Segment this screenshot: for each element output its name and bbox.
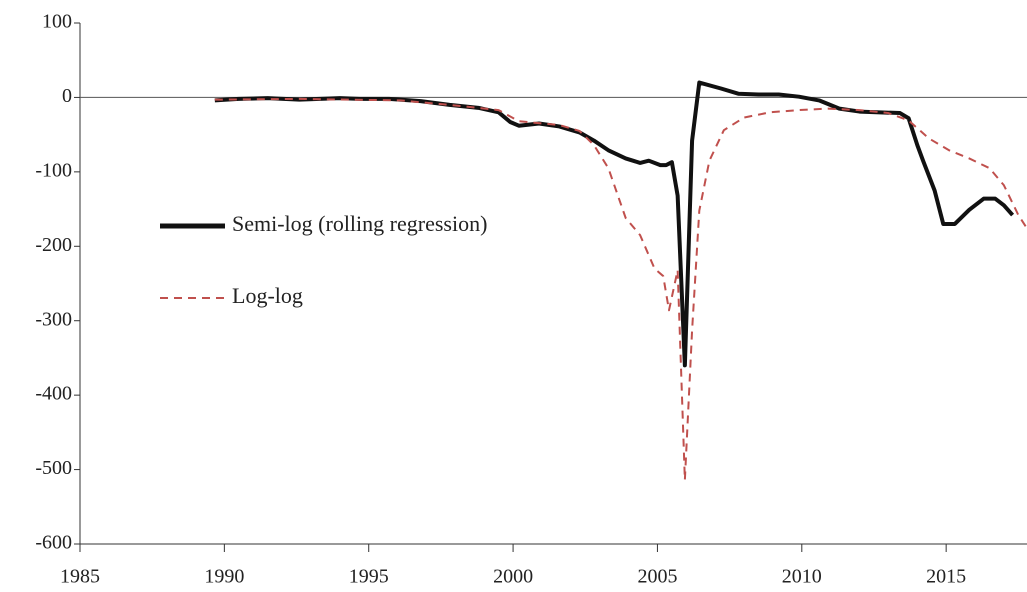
series-line [214,97,1027,481]
x-tick-label: 2000 [493,566,533,588]
y-tick-label: -300 [35,308,72,330]
x-tick-label: 2015 [926,566,966,588]
y-tick-label: -200 [35,234,72,256]
x-tick-label: 2005 [637,566,677,588]
y-tick-label: -400 [35,383,72,405]
legend-label: Log-log [232,283,303,308]
y-tick-label: 0 [62,85,72,107]
x-tick-label: 1995 [349,566,389,588]
x-tick-label: 2010 [782,566,822,588]
y-tick-label: -500 [35,457,72,479]
y-tick-label: -600 [35,532,72,554]
legend-label: Semi-log (rolling regression) [232,211,487,236]
x-tick-label: 1990 [204,566,244,588]
y-tick-label: 100 [42,11,72,33]
series-line [214,80,1015,368]
x-tick-label: 1985 [60,566,100,588]
y-tick-label: -100 [35,159,72,181]
